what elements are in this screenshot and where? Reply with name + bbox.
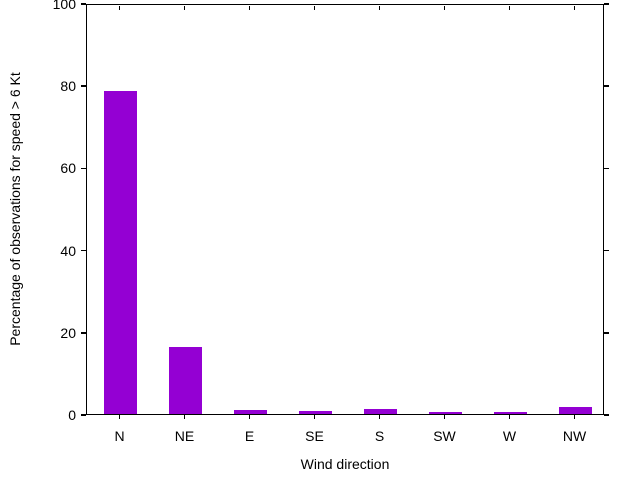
x-tick-bottom [443,415,446,419]
y-tick-left [81,332,86,334]
x-tick-bottom [248,415,251,419]
y-tick-left [81,167,86,170]
x-tick-top [118,5,121,10]
x-tick-label-SE: SE [305,428,324,444]
plot-area [86,4,604,415]
y-tick-right [604,85,609,87]
y-tick-left [81,249,86,252]
x-tick-bottom [313,415,316,419]
bar-NE [169,347,202,414]
x-tick-top [378,5,381,10]
y-axis-title: Percentage of observations for speed > 6… [7,72,23,346]
y-tick-right [604,332,609,334]
bar-N [104,91,137,414]
x-tick-top [248,5,251,10]
x-tick-top [573,5,576,10]
x-tick-top [313,5,316,10]
x-tick-label-W: W [502,428,517,444]
y-tick-label-80: 80 [60,78,76,95]
bar-W [494,412,527,414]
y-tick-right [604,414,609,416]
x-tick-label-SW: SW [433,428,456,444]
x-tick-top [443,5,446,10]
x-tick-top [183,5,186,10]
x-tick-bottom [118,415,121,419]
y-tick-label-100: 100 [52,0,76,12]
y-tick-left [81,85,86,87]
bar-E [234,409,267,414]
x-tick-bottom [508,415,511,419]
y-tick-label-0: 0 [68,407,76,423]
y-tick-right [604,3,609,5]
y-tick-label-40: 40 [60,242,76,259]
x-tick-top [508,5,511,10]
bar-SW [429,412,462,414]
bar-NW [559,407,592,414]
y-tick-right [604,167,609,170]
x-tick-bottom [183,415,186,419]
bar-S [364,409,397,414]
x-tick-label-S: S [374,428,385,444]
x-tick-label-N: N [114,428,125,444]
x-tick-label-E: E [244,428,255,444]
x-tick-bottom [378,415,381,419]
x-tick-label-NW: NW [562,428,587,444]
y-tick-left [81,3,86,5]
y-tick-label-20: 20 [60,324,76,341]
y-tick-label-60: 60 [60,160,76,177]
y-tick-left [81,414,86,416]
x-tick-bottom [573,415,576,419]
bar-SE [299,411,332,414]
x-tick-label-NE: NE [174,428,195,444]
x-axis-title: Wind direction [300,456,390,472]
y-tick-right [604,249,609,252]
